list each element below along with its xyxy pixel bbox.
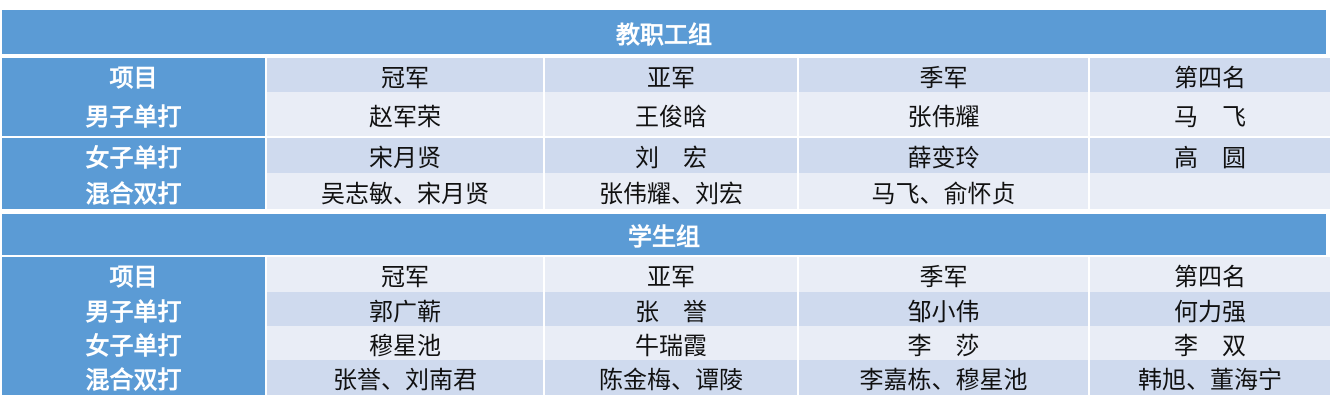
table-cell: 刘 宏 [545, 138, 797, 173]
table-cell: 邹小伟 [799, 292, 1088, 327]
table-cell: 马 飞 [1090, 92, 1330, 136]
table-row: 混合双打 张誉、刘南君 陈金梅、谭陵 李嘉栋、穆星池 韩旭、董海宁 [2, 360, 1330, 395]
table-row: 女子单打 宋月贤 刘 宏 薛变玲 高 圆 [2, 138, 1330, 173]
header-row: 项目 冠军 亚军 季军 第四名 [2, 257, 1330, 292]
table-row: 男子单打 赵军荣 王俊晗 张伟耀 马 飞 [2, 92, 1330, 136]
event-label: 女子单打 [2, 138, 265, 173]
table-row: 女子单打 穆星池 牛瑞霞 李 莎 李 双 [2, 326, 1330, 361]
table-cell: 薛变玲 [799, 138, 1088, 173]
table-cell: 赵军荣 [267, 92, 543, 136]
header-cell: 第四名 [1090, 257, 1330, 292]
table-cell: 马飞、俞怀贞 [799, 173, 1088, 209]
table-cell: 穆星池 [267, 326, 543, 361]
table-cell: 吴志敏、宋月贤 [267, 173, 543, 209]
table-cell: 李 莎 [799, 326, 1088, 361]
header-cell: 亚军 [545, 58, 797, 93]
event-label: 女子单打 [2, 326, 265, 361]
table-cell: 郭广蕲 [267, 292, 543, 327]
header-cell: 第四名 [1090, 58, 1330, 93]
event-label: 男子单打 [2, 292, 265, 327]
header-cell: 季军 [799, 257, 1088, 292]
table-cell [1090, 173, 1330, 209]
header-cell: 冠军 [267, 58, 543, 93]
table-cell: 张伟耀 [799, 92, 1088, 136]
student-group-table: 学生组 项目 冠军 亚军 季军 第四名 男子单打 郭广蕲 张 誉 邹小伟 何力强… [2, 214, 1330, 395]
table-cell: 陈金梅、谭陵 [545, 360, 797, 395]
table-cell: 王俊晗 [545, 92, 797, 136]
table-cell: 宋月贤 [267, 138, 543, 173]
event-label: 混合双打 [2, 173, 265, 209]
header-cell: 冠军 [267, 257, 543, 292]
table-cell: 张 誉 [545, 292, 797, 327]
header-row: 项目 冠军 亚军 季军 第四名 [2, 58, 1330, 93]
table-cell: 高 圆 [1090, 138, 1330, 173]
table-cell: 牛瑞霞 [545, 326, 797, 361]
table-cell: 张伟耀、刘宏 [545, 173, 797, 209]
event-label: 男子单打 [2, 92, 265, 136]
header-cell: 项目 [2, 58, 265, 93]
table-row: 混合双打 吴志敏、宋月贤 张伟耀、刘宏 马飞、俞怀贞 [2, 173, 1330, 209]
table-cell: 李 双 [1090, 326, 1330, 361]
table-cell: 何力强 [1090, 292, 1330, 327]
staff-group-table: 教职工组 项目 冠军 亚军 季军 第四名 男子单打 赵军荣 王俊晗 张伟耀 马 … [2, 10, 1330, 209]
event-label: 混合双打 [2, 360, 265, 395]
table-cell: 韩旭、董海宁 [1090, 360, 1330, 395]
table-cell: 李嘉栋、穆星池 [799, 360, 1088, 395]
header-cell: 项目 [2, 257, 265, 292]
group-title: 教职工组 [2, 10, 1326, 54]
group-title: 学生组 [2, 214, 1326, 255]
table-row: 男子单打 郭广蕲 张 誉 邹小伟 何力强 [2, 292, 1330, 327]
table-cell: 张誉、刘南君 [267, 360, 543, 395]
header-cell: 亚军 [545, 257, 797, 292]
header-cell: 季军 [799, 58, 1088, 93]
